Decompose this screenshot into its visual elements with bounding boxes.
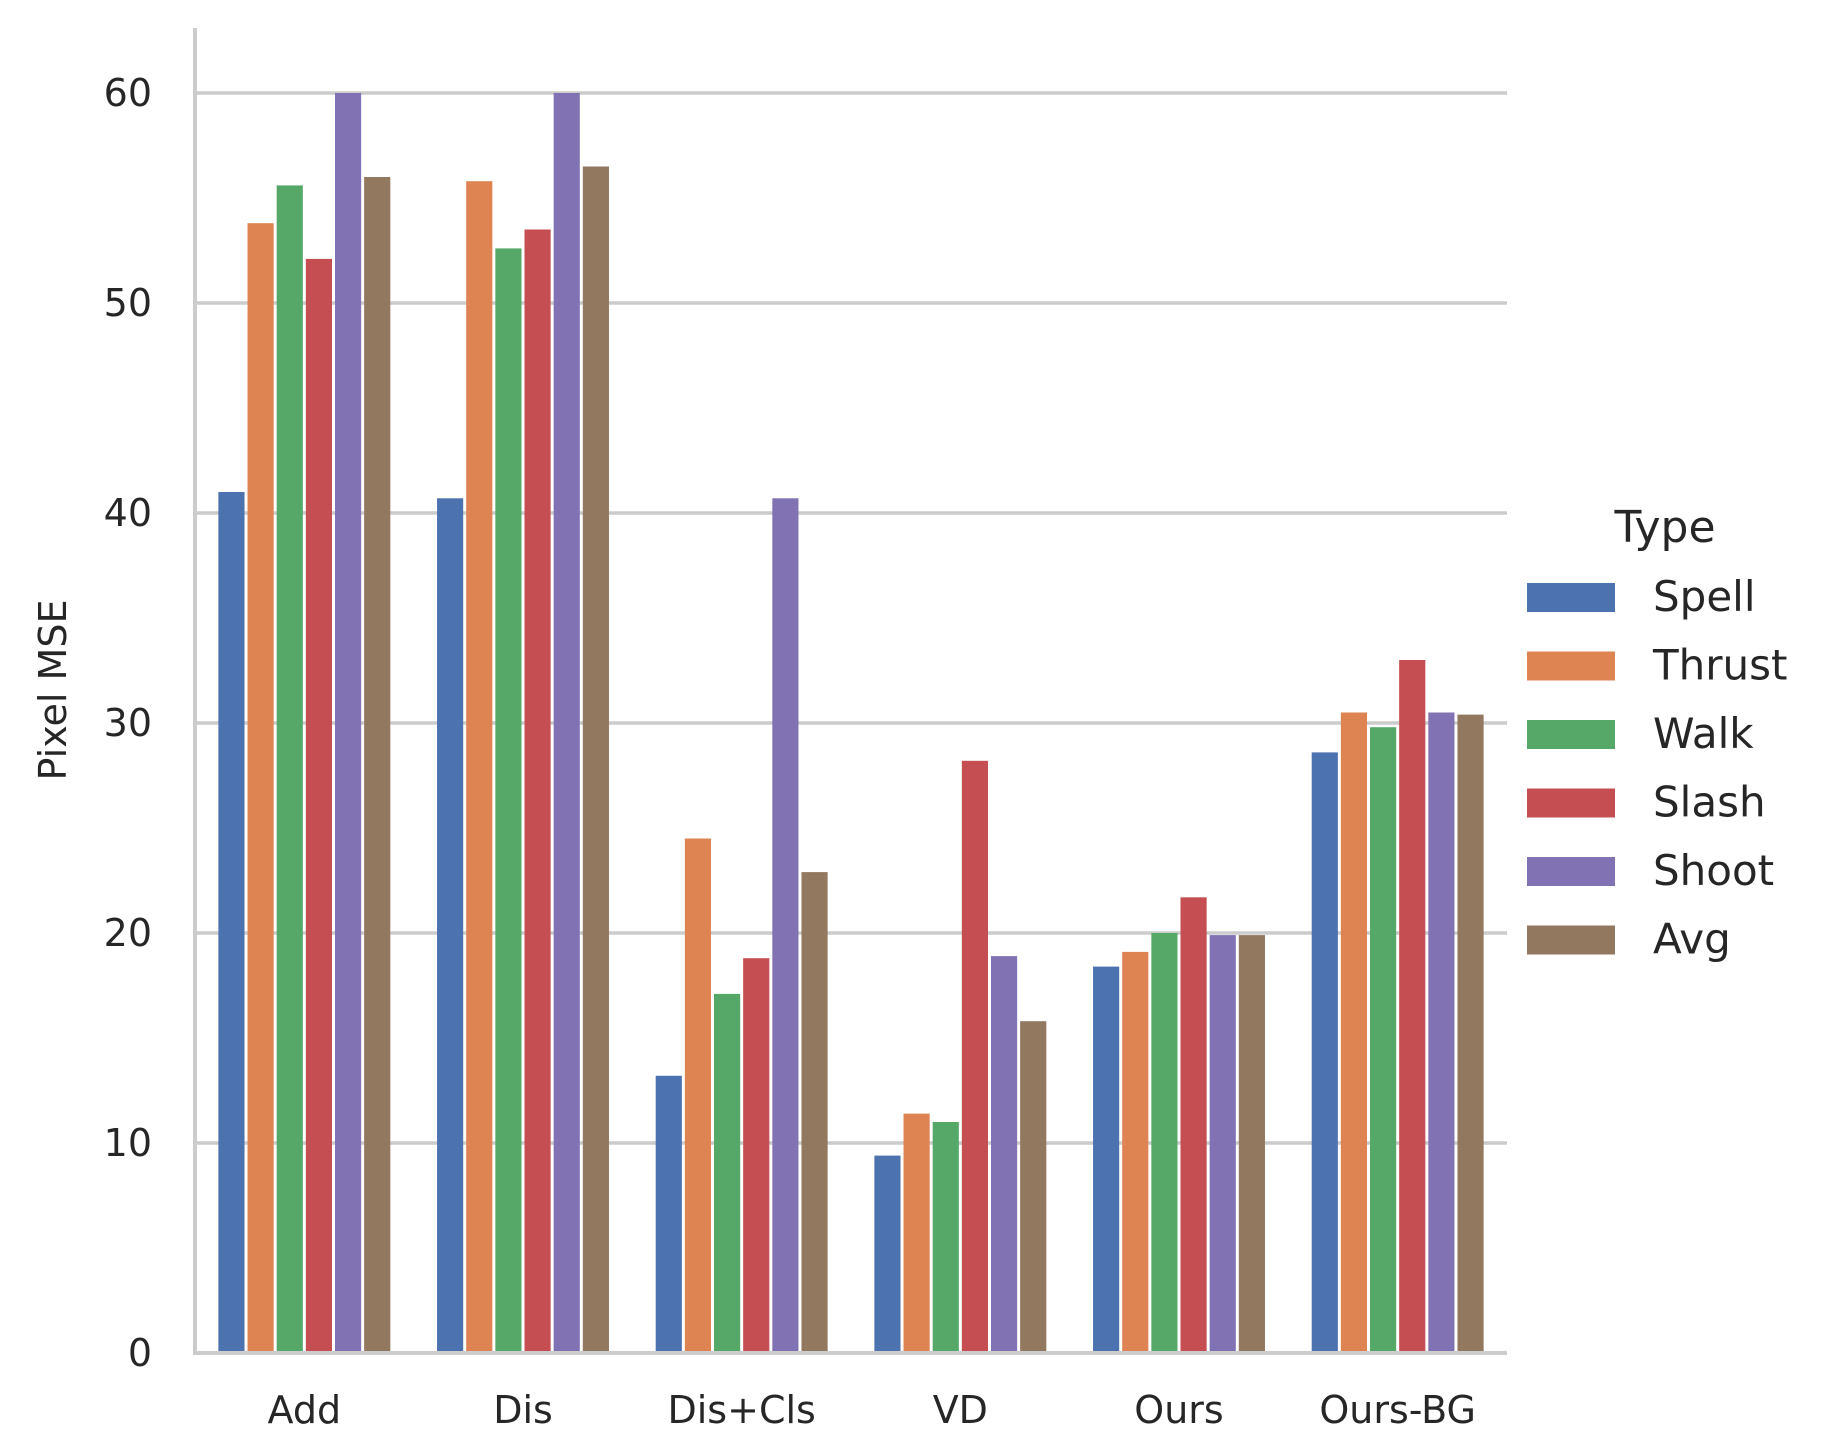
bar-avg-add (364, 177, 391, 1353)
y-tick-label: 20 (104, 911, 152, 955)
bar-thrust-add (247, 223, 274, 1354)
bar-walk-dis-cls (714, 993, 741, 1353)
axes (193, 28, 1507, 1355)
bar-thrust-dis (466, 181, 493, 1354)
legend: Type Spell Thrust Walk Slash Shoot Avg (1527, 502, 1788, 964)
bar-walk-ours-bg (1370, 727, 1397, 1353)
bar-walk-dis (495, 248, 522, 1353)
bar-avg-dis (582, 166, 609, 1353)
y-axis-label: Pixel MSE (31, 600, 75, 781)
legend-swatch (1527, 857, 1615, 886)
y-tick-labels: 0 10 20 30 40 50 60 (104, 71, 152, 1375)
legend-swatch (1527, 925, 1615, 955)
bar-spell-dis-cls (655, 1075, 682, 1353)
bar-thrust-ours-bg (1340, 712, 1368, 1353)
x-tick-label: Add (268, 1388, 342, 1432)
legend-label: Slash (1653, 778, 1766, 827)
x-tick-label: VD (933, 1388, 988, 1432)
y-tick-label: 0 (128, 1331, 152, 1375)
bar-shoot-ours-bg (1428, 712, 1455, 1353)
bar-walk-vd (932, 1122, 959, 1353)
bar-spell-vd (874, 1155, 901, 1353)
y-tick-label: 30 (104, 701, 152, 745)
x-tick-label: Ours (1134, 1388, 1223, 1432)
bar-thrust-dis-cls (684, 838, 712, 1353)
bar-avg-ours-bg (1457, 714, 1484, 1353)
x-tick-label: Dis+Cls (667, 1388, 815, 1432)
legend-title: Type (1613, 502, 1715, 553)
y-tick-label: 40 (104, 491, 152, 535)
bar-slash-add (305, 258, 332, 1353)
bar-shoot-vd (990, 956, 1018, 1353)
legend-swatch (1527, 720, 1615, 749)
bar-slash-dis-cls (743, 958, 770, 1353)
legend-swatch (1527, 651, 1615, 681)
bar-slash-vd (961, 760, 988, 1353)
y-tick-label: 60 (104, 71, 152, 115)
bar-shoot-add (334, 93, 362, 1353)
bar-thrust-ours (1122, 951, 1149, 1353)
bar-slash-ours-bg (1399, 660, 1426, 1353)
bar-avg-vd (1020, 1021, 1047, 1353)
x-tick-labels: Add Dis Dis+Cls VD Ours Ours-BG (268, 1388, 1476, 1432)
bar-shoot-dis (553, 93, 580, 1353)
bar-walk-add (276, 185, 303, 1353)
gridlines (195, 91, 1507, 1145)
legend-swatch (1527, 788, 1615, 818)
bar-avg-dis-cls (801, 872, 828, 1353)
bar-shoot-ours (1209, 935, 1236, 1353)
bar-spell-dis (437, 498, 464, 1353)
bar-shoot-dis-cls (772, 498, 799, 1353)
y-tick-label: 10 (104, 1121, 152, 1165)
bar-slash-ours (1180, 897, 1207, 1353)
legend-label: Thrust (1652, 641, 1788, 690)
bar-avg-ours (1238, 935, 1265, 1353)
x-tick-label: Ours-BG (1319, 1388, 1476, 1432)
bar-spell-add (218, 492, 245, 1353)
y-tick-label: 50 (104, 281, 152, 325)
bar-slash-dis (524, 229, 551, 1353)
legend-label: Shoot (1653, 846, 1774, 895)
legend-swatch (1527, 583, 1615, 612)
bar-spell-ours (1093, 966, 1120, 1353)
legend-label: Walk (1653, 709, 1754, 758)
legend-label: Spell (1653, 572, 1756, 621)
bar-thrust-vd (903, 1113, 930, 1353)
x-tick-label: Dis (493, 1388, 553, 1432)
legend-label: Avg (1653, 915, 1731, 964)
bar-walk-ours (1151, 933, 1178, 1353)
bars (218, 93, 1484, 1354)
bar-spell-ours-bg (1311, 752, 1338, 1353)
